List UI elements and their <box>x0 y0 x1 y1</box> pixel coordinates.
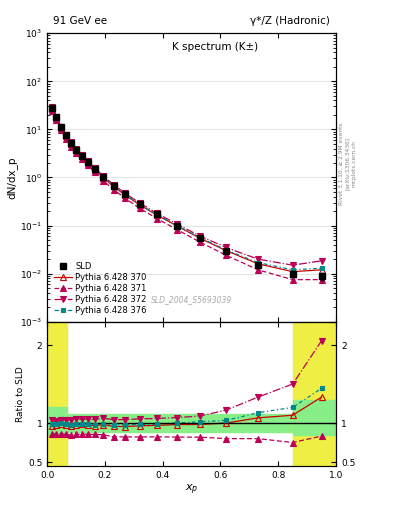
Bar <box>293 322 336 466</box>
Bar <box>293 400 336 435</box>
Text: K spectrum (K±): K spectrum (K±) <box>172 42 258 52</box>
Text: γ*/Z (Hadronic): γ*/Z (Hadronic) <box>250 16 330 26</box>
Y-axis label: dN/dx_p: dN/dx_p <box>6 156 17 199</box>
Bar <box>47 322 67 466</box>
Text: Rivet 3.1.10, ≥ 2.9M events: Rivet 3.1.10, ≥ 2.9M events <box>339 122 344 205</box>
X-axis label: $x_p$: $x_p$ <box>185 482 198 497</box>
Text: mcplots.cern.ch: mcplots.cern.ch <box>351 140 356 187</box>
Bar <box>67 414 293 433</box>
Text: SLD_2004_S5693039: SLD_2004_S5693039 <box>151 295 232 305</box>
Legend: SLD, Pythia 6.428 370, Pythia 6.428 371, Pythia 6.428 372, Pythia 6.428 376: SLD, Pythia 6.428 370, Pythia 6.428 371,… <box>51 259 149 317</box>
Text: 91 GeV ee: 91 GeV ee <box>53 16 107 26</box>
Bar <box>47 408 67 435</box>
Y-axis label: Ratio to SLD: Ratio to SLD <box>16 366 25 422</box>
Text: [arXiv:1306.3436]: [arXiv:1306.3436] <box>345 137 350 190</box>
